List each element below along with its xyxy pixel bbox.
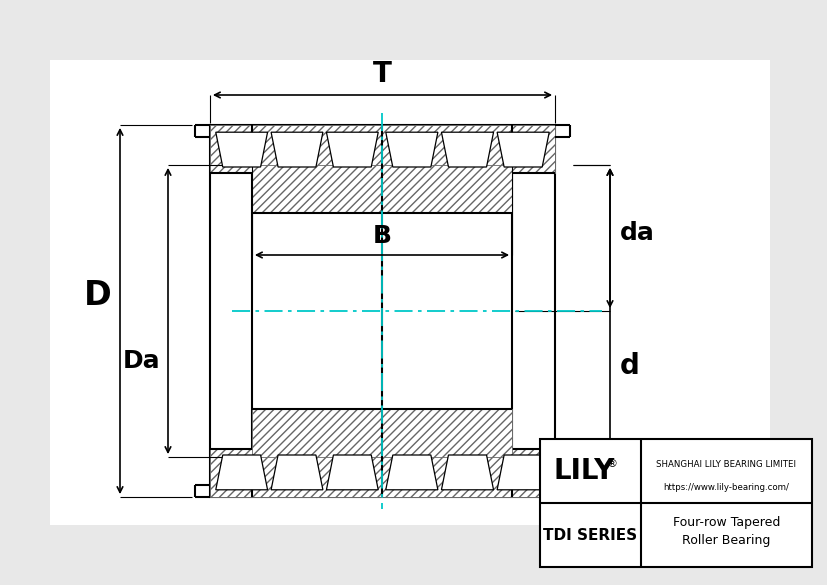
Polygon shape	[385, 132, 437, 167]
Text: SHANGHAI LILY BEARING LIMITEI: SHANGHAI LILY BEARING LIMITEI	[656, 460, 796, 469]
Text: TDI SERIES: TDI SERIES	[543, 528, 637, 542]
Polygon shape	[496, 455, 548, 490]
Bar	[251, 165, 511, 213]
Polygon shape	[216, 455, 267, 490]
Text: D: D	[84, 280, 112, 312]
Bar	[539, 439, 811, 567]
Bar	[210, 125, 554, 497]
Polygon shape	[270, 132, 323, 167]
Polygon shape	[496, 132, 548, 167]
Bar	[251, 409, 511, 457]
Polygon shape	[326, 455, 378, 490]
Text: B: B	[372, 224, 391, 248]
Text: da: da	[619, 221, 654, 245]
Text: ®: ®	[606, 459, 617, 469]
Bar	[251, 165, 511, 457]
Bar	[210, 125, 554, 173]
Polygon shape	[326, 132, 378, 167]
Text: T: T	[372, 60, 391, 88]
Polygon shape	[441, 132, 493, 167]
Polygon shape	[441, 455, 493, 490]
Text: d: d	[619, 352, 639, 380]
Text: LILY: LILY	[553, 457, 614, 485]
Bar	[50, 60, 769, 525]
Text: Four-row Tapered
Roller Bearing: Four-row Tapered Roller Bearing	[672, 515, 779, 546]
Text: Da: Da	[122, 349, 160, 373]
Polygon shape	[216, 132, 267, 167]
Polygon shape	[385, 455, 437, 490]
Polygon shape	[270, 455, 323, 490]
Text: https://www.lily-bearing.com/: https://www.lily-bearing.com/	[662, 483, 788, 492]
Bar	[210, 449, 554, 497]
